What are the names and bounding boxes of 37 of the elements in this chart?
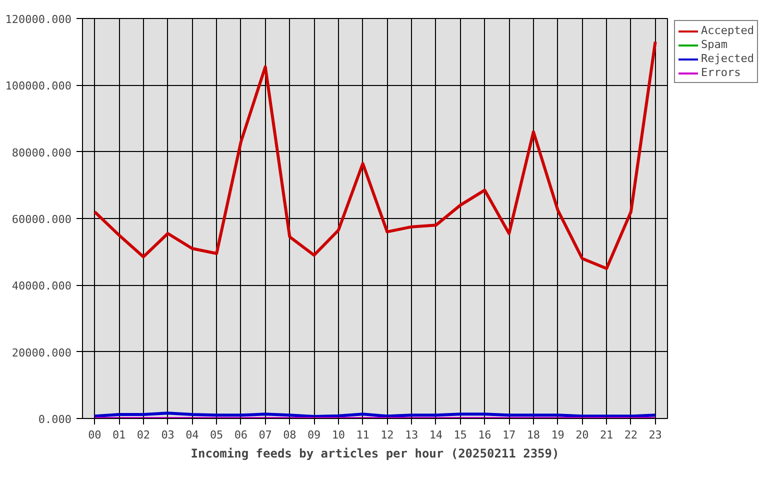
x-tick-label: 23 bbox=[648, 428, 662, 442]
y-tick-label: 80000.000 bbox=[12, 146, 72, 160]
y-tick-label: 20000.000 bbox=[12, 346, 72, 360]
x-tick-label: 00 bbox=[88, 428, 102, 442]
x-axis-title: Incoming feeds by articles per hour (20250211 2359) bbox=[190, 446, 560, 460]
x-tick-label: 03 bbox=[161, 428, 174, 442]
x-tick-label: 08 bbox=[283, 428, 296, 442]
y-tick-label: 120000.000 bbox=[5, 13, 72, 26]
x-tick-label: 06 bbox=[234, 428, 248, 442]
x-tick-label: 20 bbox=[576, 428, 589, 442]
line-series bbox=[93, 40, 657, 270]
x-tick-label: 12 bbox=[380, 428, 394, 442]
x-tick-label: 14 bbox=[429, 428, 443, 442]
x-tick-label: 19 bbox=[551, 428, 564, 442]
x-tick-label: 04 bbox=[186, 428, 200, 442]
x-tick-label: 02 bbox=[136, 428, 150, 442]
legend-label: Accepted bbox=[701, 24, 754, 37]
x-tick-label: 01 bbox=[112, 428, 126, 442]
x-tick-label: 17 bbox=[502, 428, 516, 442]
x-tick-label: 22 bbox=[624, 428, 638, 442]
legend-label: Spam bbox=[701, 38, 728, 51]
x-tick-label: 09 bbox=[307, 428, 321, 442]
legend-label: Rejected bbox=[701, 52, 754, 65]
x-tick-label: 11 bbox=[356, 428, 370, 442]
x-tick-label: 07 bbox=[258, 428, 272, 442]
x-tick-label: 10 bbox=[332, 428, 346, 442]
y-tick-label: 100000.000 bbox=[5, 80, 72, 93]
legend-label: Errors bbox=[701, 66, 741, 79]
x-tick-label: 05 bbox=[210, 428, 224, 442]
y-tick-label: 40000.000 bbox=[12, 280, 72, 293]
y-tick-label: 0.000 bbox=[38, 413, 72, 426]
x-tick-label: 13 bbox=[404, 428, 418, 442]
x-tick-label: 15 bbox=[454, 428, 467, 442]
x-tick-label: 21 bbox=[600, 428, 614, 442]
x-tick-label: 16 bbox=[478, 428, 492, 442]
y-tick-label: 60000.000 bbox=[12, 213, 72, 226]
x-tick-label: 18 bbox=[526, 428, 540, 442]
